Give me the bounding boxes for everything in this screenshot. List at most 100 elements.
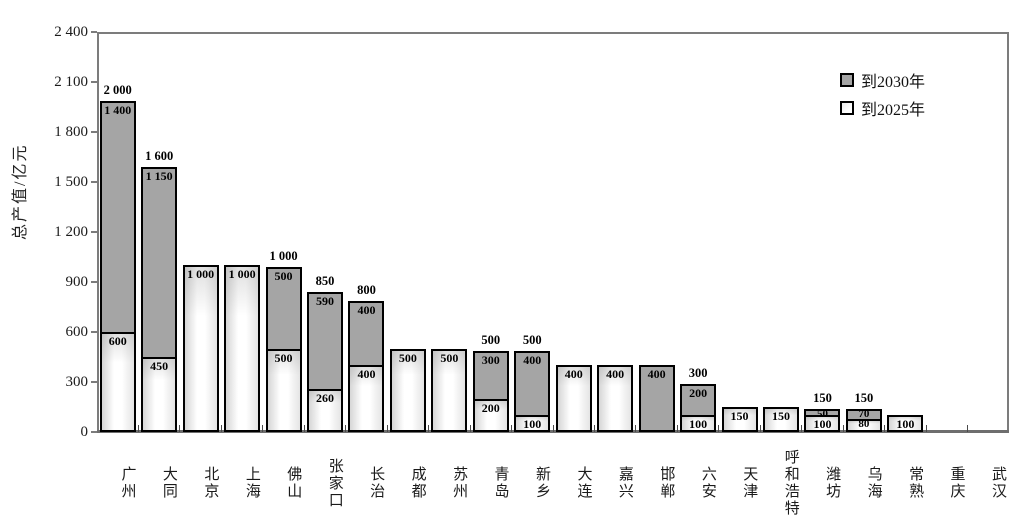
x-axis-label: 六安 bbox=[699, 466, 716, 500]
bar-segment-2030: 400 bbox=[514, 350, 551, 418]
bar-segment-2025: 400 bbox=[555, 365, 592, 432]
bar-segment-2025: 400 bbox=[597, 365, 634, 432]
x-axis-tick bbox=[718, 425, 720, 432]
x-axis-tick bbox=[801, 425, 803, 432]
x-axis-label: 长治 bbox=[368, 466, 385, 500]
bar-value-2025: 150 bbox=[730, 409, 749, 423]
bar-segment-2030: 300 bbox=[472, 350, 509, 401]
bar-value-2025: 1 000 bbox=[228, 267, 256, 282]
x-axis-label: 北京 bbox=[202, 466, 219, 500]
bar-value-2025: 100 bbox=[896, 417, 915, 432]
bar-group: 400 bbox=[594, 32, 635, 432]
bar-value-2030: 50 bbox=[816, 408, 828, 421]
bar-segment-2025: 100 bbox=[680, 415, 717, 432]
bar-value-2030: 70 bbox=[858, 408, 870, 421]
bar-value-2025: 400 bbox=[606, 367, 625, 382]
x-axis-tick bbox=[386, 425, 388, 432]
y-tick-label: 900 bbox=[65, 274, 89, 290]
bar-value-2025: 500 bbox=[398, 350, 417, 365]
x-axis-tick bbox=[511, 425, 513, 432]
bar-segment-2025: 500 bbox=[389, 348, 426, 432]
bar-total-label: 2 000 bbox=[103, 82, 132, 97]
x-axis-label: 重庆 bbox=[948, 466, 965, 500]
bar-segment-2030: 1 150 bbox=[141, 167, 178, 359]
bar-segment-2025: 100 bbox=[887, 415, 924, 432]
bar-total-label: 300 bbox=[688, 366, 708, 380]
bar-segment-2030: 590 bbox=[306, 292, 343, 391]
bar-group bbox=[926, 32, 967, 432]
x-axis-label: 上海 bbox=[243, 466, 260, 500]
bar-total-label: 150 bbox=[813, 391, 832, 405]
x-axis-tick bbox=[676, 425, 678, 432]
bar-segment-2025: 260 bbox=[306, 388, 343, 432]
y-tick-label: 1 500 bbox=[54, 174, 88, 190]
bar-value-2030: 1 400 bbox=[104, 102, 132, 117]
bar-segment-2025: 450 bbox=[141, 357, 178, 432]
bar-value-2030: 400 bbox=[647, 367, 666, 382]
bar-segment-2030: 70 bbox=[845, 408, 882, 421]
x-axis-tick bbox=[759, 425, 761, 432]
bar-segment-2030: 400 bbox=[348, 300, 385, 368]
y-tick-label: 0 bbox=[80, 424, 89, 440]
x-axis-tick bbox=[428, 425, 430, 432]
bar-total-label: 500 bbox=[481, 332, 501, 347]
bar-segment-2030: 400 bbox=[638, 365, 675, 432]
y-tick-label: 2 100 bbox=[54, 74, 88, 90]
bar-value-2030: 400 bbox=[357, 302, 376, 317]
bar-segment-2030: 1 400 bbox=[99, 100, 136, 334]
x-axis-tick bbox=[593, 425, 595, 432]
bar-group: 150 bbox=[719, 32, 760, 432]
bar-value-2025: 600 bbox=[108, 334, 127, 348]
x-axis-tick bbox=[925, 425, 927, 432]
bar-group: 500 500 1 000 bbox=[263, 32, 304, 432]
bar-segment-2025: 1 000 bbox=[224, 265, 261, 432]
bar-group: 500 bbox=[429, 32, 470, 432]
legend: 到2030年 到2025年 bbox=[840, 66, 925, 122]
y-tick-mark bbox=[91, 131, 97, 133]
bar-value-2025: 150 bbox=[771, 409, 790, 423]
x-axis-label: 武汉 bbox=[989, 466, 1006, 500]
bar-total-label: 150 bbox=[854, 391, 874, 405]
x-axis-tick bbox=[220, 425, 222, 432]
x-axis-label: 新乡 bbox=[533, 466, 550, 500]
bar-segment-2025: 600 bbox=[99, 332, 136, 432]
y-tick-label: 300 bbox=[65, 374, 89, 390]
bar-group: 400 400 800 bbox=[346, 32, 387, 432]
x-axis-label: 广州 bbox=[119, 466, 136, 500]
x-axis-tick bbox=[842, 425, 844, 432]
bar-segment-2030: 500 bbox=[265, 267, 302, 351]
bar-segment-2025: 500 bbox=[431, 348, 468, 432]
bar-group: 600 1 400 2 000 bbox=[97, 32, 138, 432]
bar-value-2030: 400 bbox=[523, 352, 542, 367]
x-axis-label: 大同 bbox=[160, 466, 177, 500]
bar-value-2025: 500 bbox=[274, 350, 293, 365]
bar-segment-2025: 1 000 bbox=[182, 265, 219, 432]
x-axis-tick bbox=[179, 425, 181, 432]
bar-value-2025: 80 bbox=[858, 417, 870, 430]
bar-segment-2025: 200 bbox=[472, 398, 509, 432]
bar-segment-2025: 100 bbox=[514, 415, 551, 432]
bar-segment-2025: 400 bbox=[348, 365, 385, 432]
x-axis-label: 天津 bbox=[741, 466, 758, 500]
bar-group: 100 200 300 bbox=[677, 32, 718, 432]
x-axis-tick bbox=[884, 425, 886, 432]
bar-value-2025: 100 bbox=[523, 417, 542, 432]
bar-value-2025: 400 bbox=[357, 367, 376, 382]
bar-group: 200 300 500 bbox=[470, 32, 511, 432]
x-axis-label: 大连 bbox=[575, 466, 592, 500]
bar-value-2025: 100 bbox=[689, 417, 708, 432]
y-tick-mark bbox=[91, 81, 97, 83]
bar-segment-2030: 50 bbox=[804, 408, 841, 421]
bar-value-2025: 500 bbox=[440, 350, 459, 365]
bar-group bbox=[968, 32, 1009, 432]
y-tick-label: 1 200 bbox=[54, 224, 88, 240]
bar-value-2030: 200 bbox=[689, 386, 708, 401]
x-axis-tick bbox=[262, 425, 264, 432]
y-tick-mark bbox=[91, 331, 97, 333]
y-tick-mark bbox=[91, 181, 97, 183]
bar-value-2030: 300 bbox=[481, 352, 500, 367]
bar-group: 1 000 bbox=[180, 32, 221, 432]
bar-value-2025: 1 000 bbox=[187, 267, 215, 282]
legend-item-2030: 到2030年 bbox=[840, 66, 925, 94]
x-axis-tick bbox=[635, 425, 637, 432]
